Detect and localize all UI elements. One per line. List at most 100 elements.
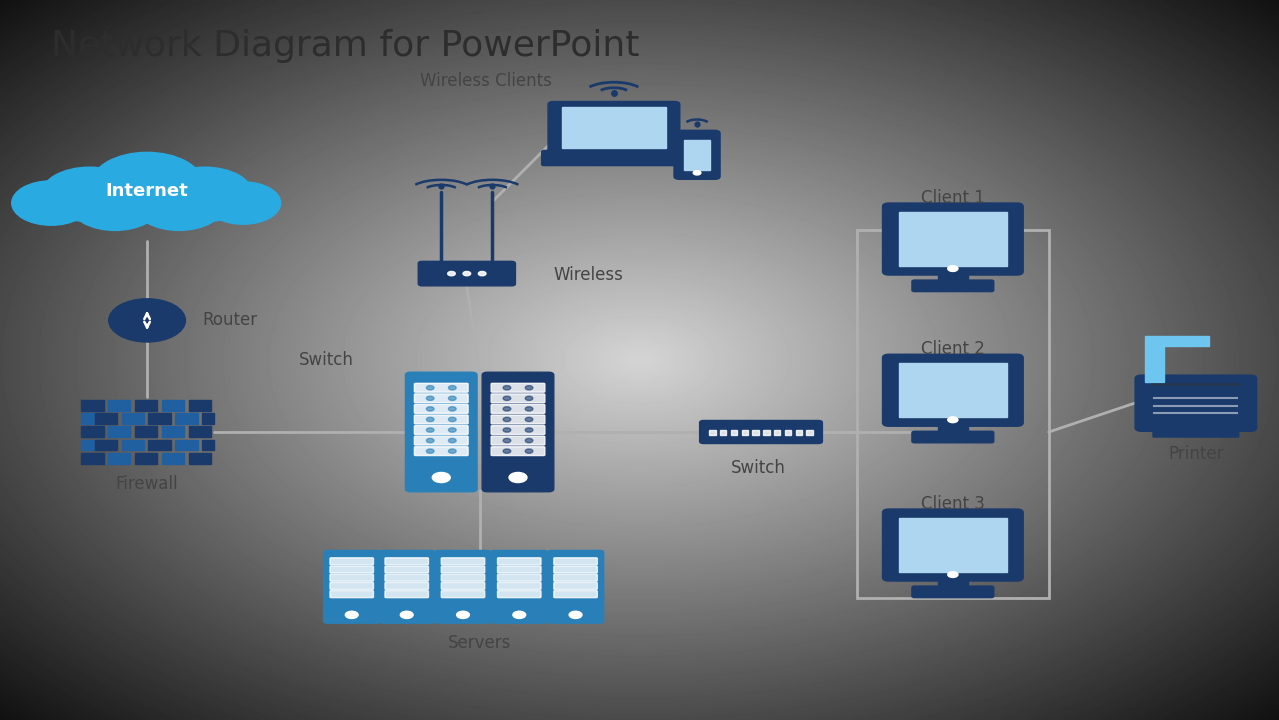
Bar bbox=[857, 230, 1049, 598]
FancyBboxPatch shape bbox=[441, 558, 485, 564]
FancyBboxPatch shape bbox=[107, 453, 130, 464]
FancyBboxPatch shape bbox=[161, 453, 184, 464]
FancyBboxPatch shape bbox=[806, 430, 812, 435]
FancyBboxPatch shape bbox=[899, 518, 1007, 572]
Circle shape bbox=[449, 449, 457, 454]
Text: Servers: Servers bbox=[448, 634, 512, 652]
FancyBboxPatch shape bbox=[700, 420, 822, 444]
FancyBboxPatch shape bbox=[554, 582, 597, 590]
FancyBboxPatch shape bbox=[498, 590, 541, 598]
Circle shape bbox=[948, 572, 958, 577]
FancyBboxPatch shape bbox=[330, 566, 373, 573]
Circle shape bbox=[503, 396, 510, 400]
FancyBboxPatch shape bbox=[491, 405, 545, 413]
FancyBboxPatch shape bbox=[202, 440, 214, 451]
FancyBboxPatch shape bbox=[175, 413, 197, 424]
FancyBboxPatch shape bbox=[441, 590, 485, 598]
FancyBboxPatch shape bbox=[674, 130, 720, 179]
FancyBboxPatch shape bbox=[491, 394, 545, 402]
Circle shape bbox=[449, 438, 457, 443]
Circle shape bbox=[478, 271, 486, 276]
Circle shape bbox=[526, 428, 533, 432]
FancyBboxPatch shape bbox=[764, 430, 770, 435]
FancyBboxPatch shape bbox=[912, 431, 994, 443]
FancyBboxPatch shape bbox=[912, 586, 994, 598]
Circle shape bbox=[426, 428, 434, 432]
Text: Internet: Internet bbox=[106, 182, 188, 200]
Circle shape bbox=[449, 407, 457, 411]
Circle shape bbox=[449, 396, 457, 400]
FancyBboxPatch shape bbox=[324, 551, 380, 624]
Circle shape bbox=[463, 271, 471, 276]
Text: Wireless: Wireless bbox=[554, 266, 623, 284]
Text: Router: Router bbox=[202, 311, 258, 330]
Text: Client 3: Client 3 bbox=[921, 495, 985, 513]
Text: Switch: Switch bbox=[299, 351, 353, 369]
FancyBboxPatch shape bbox=[541, 150, 686, 166]
Circle shape bbox=[526, 396, 533, 400]
FancyBboxPatch shape bbox=[547, 102, 679, 156]
Text: Firewall: Firewall bbox=[116, 475, 178, 493]
FancyBboxPatch shape bbox=[491, 551, 547, 624]
Circle shape bbox=[426, 449, 434, 454]
FancyBboxPatch shape bbox=[684, 140, 710, 170]
FancyBboxPatch shape bbox=[899, 363, 1007, 417]
Circle shape bbox=[400, 611, 413, 618]
FancyBboxPatch shape bbox=[441, 582, 485, 590]
FancyBboxPatch shape bbox=[414, 405, 468, 413]
FancyBboxPatch shape bbox=[498, 558, 541, 564]
Circle shape bbox=[12, 181, 91, 225]
FancyBboxPatch shape bbox=[742, 430, 748, 435]
FancyBboxPatch shape bbox=[883, 203, 1023, 275]
FancyBboxPatch shape bbox=[134, 426, 157, 437]
Circle shape bbox=[92, 153, 202, 215]
FancyBboxPatch shape bbox=[883, 509, 1023, 581]
FancyBboxPatch shape bbox=[938, 421, 968, 434]
Circle shape bbox=[426, 396, 434, 400]
FancyBboxPatch shape bbox=[554, 566, 597, 573]
Circle shape bbox=[70, 180, 160, 230]
Circle shape bbox=[569, 611, 582, 618]
FancyBboxPatch shape bbox=[498, 566, 541, 573]
FancyBboxPatch shape bbox=[498, 582, 541, 590]
Text: Printer: Printer bbox=[1168, 444, 1224, 463]
FancyBboxPatch shape bbox=[148, 413, 170, 424]
FancyBboxPatch shape bbox=[441, 575, 485, 581]
FancyBboxPatch shape bbox=[385, 575, 428, 581]
Circle shape bbox=[426, 407, 434, 411]
Circle shape bbox=[948, 417, 958, 423]
FancyBboxPatch shape bbox=[752, 430, 758, 435]
FancyBboxPatch shape bbox=[330, 590, 373, 598]
FancyBboxPatch shape bbox=[134, 453, 157, 464]
FancyBboxPatch shape bbox=[81, 453, 104, 464]
FancyBboxPatch shape bbox=[414, 426, 468, 434]
Circle shape bbox=[426, 386, 434, 390]
FancyBboxPatch shape bbox=[385, 582, 428, 590]
Circle shape bbox=[449, 428, 457, 432]
FancyBboxPatch shape bbox=[491, 446, 545, 456]
Circle shape bbox=[693, 171, 701, 175]
FancyBboxPatch shape bbox=[547, 551, 604, 624]
Circle shape bbox=[503, 386, 510, 390]
FancyBboxPatch shape bbox=[202, 413, 214, 424]
FancyBboxPatch shape bbox=[330, 575, 373, 581]
Circle shape bbox=[503, 449, 510, 454]
FancyBboxPatch shape bbox=[81, 440, 104, 451]
FancyBboxPatch shape bbox=[491, 383, 545, 392]
Circle shape bbox=[448, 271, 455, 276]
FancyBboxPatch shape bbox=[95, 440, 116, 451]
FancyBboxPatch shape bbox=[122, 413, 143, 424]
FancyBboxPatch shape bbox=[414, 394, 468, 402]
FancyBboxPatch shape bbox=[899, 212, 1007, 266]
FancyBboxPatch shape bbox=[554, 575, 597, 581]
FancyBboxPatch shape bbox=[385, 590, 428, 598]
Text: Network Diagram for PowerPoint: Network Diagram for PowerPoint bbox=[51, 29, 640, 63]
FancyBboxPatch shape bbox=[554, 558, 597, 564]
FancyBboxPatch shape bbox=[134, 400, 157, 410]
Circle shape bbox=[503, 407, 510, 411]
FancyBboxPatch shape bbox=[330, 582, 373, 590]
FancyBboxPatch shape bbox=[385, 558, 428, 564]
FancyBboxPatch shape bbox=[414, 383, 468, 392]
FancyBboxPatch shape bbox=[491, 426, 545, 434]
FancyBboxPatch shape bbox=[379, 551, 435, 624]
